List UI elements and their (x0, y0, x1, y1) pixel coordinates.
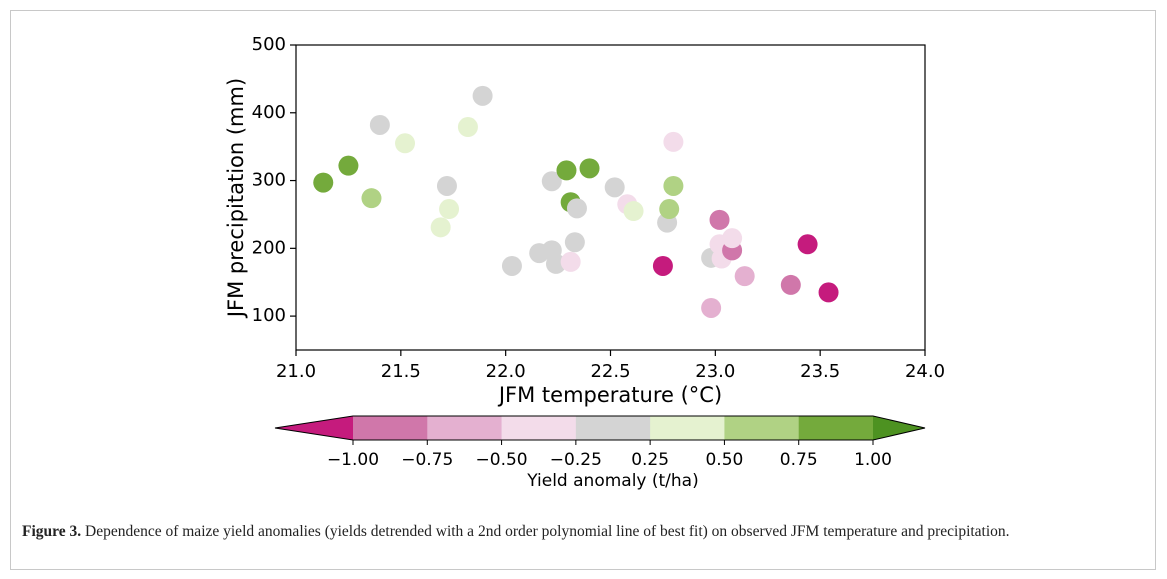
colorbar-tick-label: 0.50 (705, 450, 743, 470)
y-axis-label: JFM precipitation (mm) (224, 78, 248, 319)
point (579, 158, 600, 179)
x-tick-label: 24.0 (905, 361, 945, 382)
point (560, 251, 581, 272)
colorbar-label: Yield anomaly (t/ha) (526, 471, 699, 491)
caption: Figure 3. Dependence of maize yield anom… (22, 520, 1132, 543)
colorbar-tick-label: 1.00 (854, 450, 892, 470)
point (556, 160, 577, 181)
x-tick-label: 22.5 (590, 361, 630, 382)
point (369, 114, 390, 135)
x-tick-label: 21.0 (276, 361, 316, 382)
point (541, 171, 562, 192)
y-tick-label: 200 (252, 237, 286, 258)
y-tick-label: 100 (252, 305, 286, 326)
colorbar-tick-label: −0.75 (401, 450, 453, 470)
point (436, 175, 457, 196)
colorbar-extend-low (275, 416, 353, 440)
point (395, 133, 416, 154)
colorbar-bin (501, 416, 577, 440)
colorbar-bin (650, 416, 725, 440)
plot-frame (295, 44, 926, 351)
point (659, 199, 680, 220)
colorbar-tick-label: −1.00 (327, 450, 379, 470)
point (566, 198, 587, 219)
colorbar-bin (724, 416, 800, 440)
point (564, 232, 585, 253)
colorbar-bin (575, 416, 651, 440)
point (439, 199, 460, 220)
point (734, 266, 755, 287)
colorbar-tick-label: −0.25 (550, 450, 602, 470)
point (457, 117, 478, 138)
point (430, 217, 451, 238)
point (361, 188, 382, 209)
colorbar-tick-label: 0.25 (631, 450, 669, 470)
point (338, 155, 359, 176)
colorbar-bin (427, 416, 503, 440)
caption-text: Dependence of maize yield anomalies (yie… (85, 523, 1010, 540)
y-tick-label: 300 (252, 170, 286, 191)
point (701, 297, 722, 318)
point (797, 234, 818, 255)
point (818, 282, 839, 303)
colorbar-tick-label: 0.75 (780, 450, 818, 470)
point (652, 255, 673, 276)
y-tick-label: 400 (252, 102, 286, 123)
y-tick-label: 500 (252, 34, 286, 55)
colorbar-bin (353, 416, 428, 440)
point (501, 255, 522, 276)
x-tick-label: 21.5 (381, 361, 421, 382)
x-tick-label: 22.0 (486, 361, 526, 382)
x-axis-label: JFM temperature (°C) (497, 383, 722, 407)
point (663, 131, 684, 152)
point (722, 228, 743, 249)
x-tick-label: 23.0 (695, 361, 735, 382)
point (780, 274, 801, 295)
figure-frame (10, 10, 1156, 570)
point (545, 253, 566, 274)
point (313, 172, 334, 193)
point (663, 175, 684, 196)
caption-label: Figure 3. (22, 523, 82, 540)
x-tick-label: 23.5 (800, 361, 840, 382)
colorbar-bin (798, 416, 874, 440)
colorbar-tick-label: −0.50 (476, 450, 528, 470)
point (472, 85, 493, 106)
point (604, 177, 625, 198)
colorbar-extend-high (873, 416, 925, 440)
point (709, 209, 730, 230)
point (623, 201, 644, 222)
